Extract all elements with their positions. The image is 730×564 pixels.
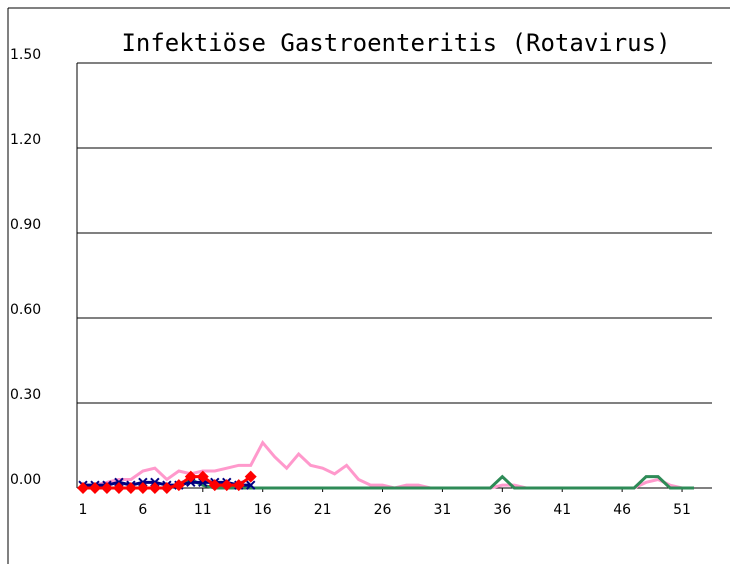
x-tick-label: 31 [434, 502, 452, 518]
series-line [82, 440, 695, 490]
marker [100, 482, 113, 494]
marker [160, 482, 173, 494]
y-tick-label: 0.30 [10, 387, 41, 403]
marker [220, 479, 233, 492]
x-tick-label: 41 [553, 502, 571, 518]
marker [124, 482, 137, 494]
x-tick-label: 16 [254, 502, 272, 518]
y-tick-label: 0.90 [10, 217, 41, 233]
y-tick-label: 0.60 [10, 302, 41, 318]
x-tick-label: 1 [79, 502, 88, 518]
marker [246, 480, 256, 490]
marker [172, 479, 185, 492]
x-tick-label: 26 [374, 502, 392, 518]
y-tick-label: 1.20 [10, 132, 41, 148]
x-tick-label: 46 [613, 502, 631, 518]
x-tick-label: 36 [493, 502, 511, 518]
marker [208, 479, 221, 492]
chart-title: Infektiöse Gastroenteritis (Rotavirus) [121, 29, 670, 57]
marker [196, 470, 209, 483]
marker [136, 482, 149, 494]
x-tick-label: 51 [673, 502, 691, 518]
marker [232, 479, 245, 492]
y-tick-label: 0.00 [10, 472, 41, 488]
x-tick-label: 6 [138, 502, 147, 518]
marker [244, 470, 257, 483]
y-tick-label: 1.50 [10, 47, 41, 63]
marker [112, 482, 125, 494]
marker [76, 482, 89, 494]
marker [184, 470, 197, 483]
marker [148, 482, 161, 494]
series-line [178, 474, 695, 490]
x-tick-label: 11 [194, 502, 212, 518]
x-tick-label: 21 [314, 502, 332, 518]
marker [88, 482, 101, 494]
